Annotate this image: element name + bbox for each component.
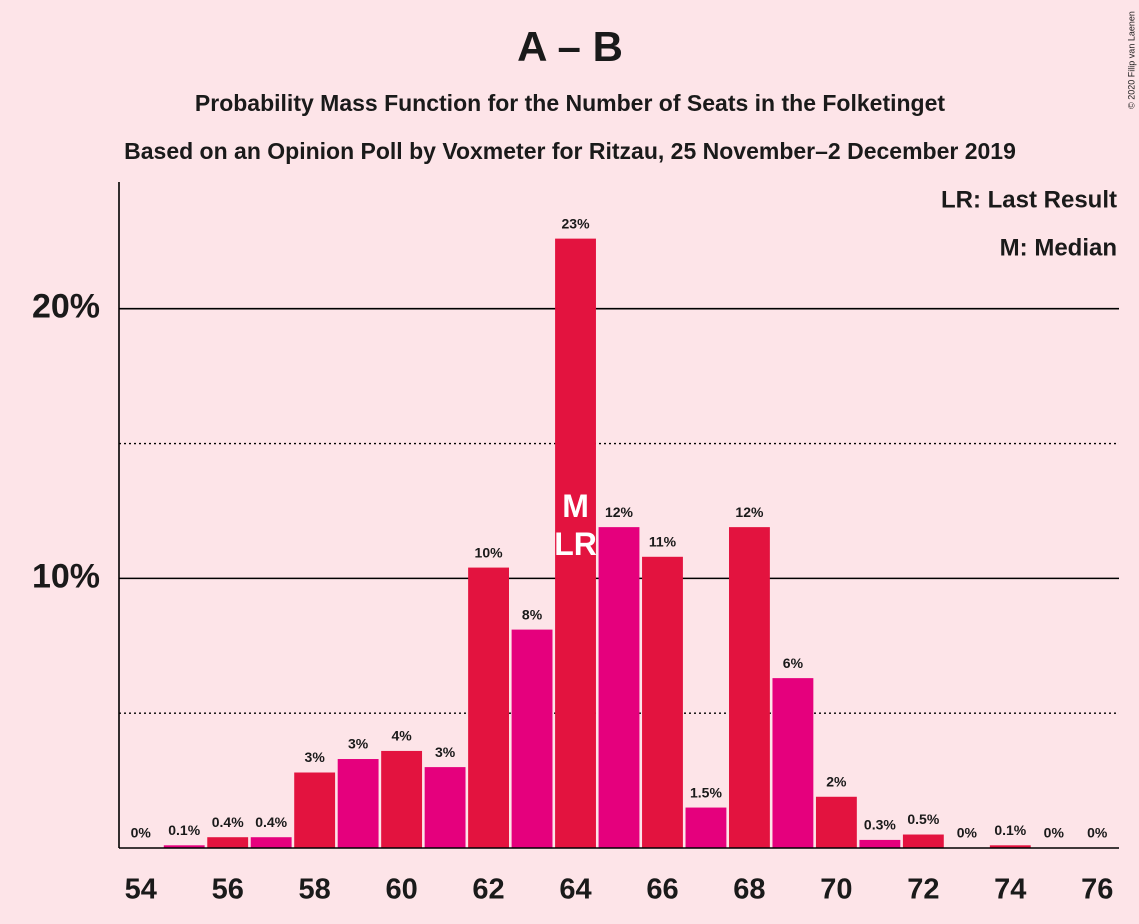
bar: [468, 567, 509, 848]
bar: [555, 238, 596, 848]
x-tick-label: 60: [385, 874, 417, 906]
bar: [598, 527, 640, 848]
value-label: 1.5%: [690, 784, 722, 800]
value-label: 2%: [826, 773, 847, 789]
x-tick-label: 72: [907, 874, 939, 906]
x-tick-label: 76: [1081, 874, 1113, 906]
x-tick-label: 64: [559, 874, 591, 906]
value-label: 0%: [957, 825, 978, 841]
value-label: 0.3%: [864, 817, 896, 833]
bar: [729, 527, 770, 848]
bar: [989, 845, 1031, 848]
bar: [642, 556, 683, 848]
value-label: 12%: [605, 504, 634, 520]
bar: [337, 759, 379, 848]
bar: [902, 834, 944, 848]
value-label: 0.1%: [168, 822, 200, 838]
bar: [511, 629, 553, 848]
chart-subtitle: Based on an Opinion Poll by Voxmeter for…: [124, 138, 1016, 164]
value-label: 23%: [562, 215, 591, 231]
value-label: 11%: [649, 533, 677, 549]
value-label: 3%: [435, 744, 456, 760]
value-label: 0.1%: [994, 822, 1026, 838]
bar: [859, 839, 901, 848]
bar: [163, 845, 205, 848]
y-tick-label: 20%: [32, 288, 100, 326]
bar: [294, 772, 336, 848]
x-tick-label: 56: [212, 874, 244, 906]
marker-label: M: [562, 488, 589, 524]
bar: [815, 796, 857, 848]
bar: [424, 767, 466, 848]
value-label: 0.5%: [907, 811, 939, 827]
value-label: 0%: [131, 825, 152, 841]
legend-entry: LR: Last Result: [941, 186, 1117, 213]
legend-entry: M: Median: [1000, 234, 1117, 261]
chart-subtitle: Probability Mass Function for the Number…: [195, 90, 945, 116]
x-tick-label: 62: [472, 874, 504, 906]
marker-label: LR: [554, 526, 597, 562]
value-label: 0%: [1087, 825, 1108, 841]
value-label: 10%: [475, 544, 504, 560]
value-label: 0.4%: [212, 814, 244, 830]
bar: [250, 837, 292, 848]
value-label: 0.4%: [255, 814, 287, 830]
chart-title: A – B: [517, 23, 623, 70]
value-label: 3%: [305, 749, 326, 765]
x-tick-label: 54: [125, 874, 157, 906]
x-tick-label: 68: [733, 874, 765, 906]
x-tick-label: 66: [646, 874, 678, 906]
copyright: © 2020 Filip van Laenen: [1126, 11, 1136, 109]
y-tick-label: 10%: [32, 557, 100, 595]
value-label: 8%: [522, 606, 543, 622]
x-tick-label: 70: [820, 874, 852, 906]
bar: [685, 807, 727, 848]
value-label: 0%: [1044, 825, 1065, 841]
bar: [381, 750, 423, 848]
value-label: 6%: [783, 655, 804, 671]
value-label: 3%: [348, 736, 369, 752]
value-label: 4%: [391, 728, 412, 744]
x-tick-label: 58: [299, 874, 331, 906]
bar: [772, 678, 814, 848]
x-tick-label: 74: [994, 874, 1026, 906]
bar: [207, 837, 249, 848]
value-label: 12%: [735, 504, 764, 520]
